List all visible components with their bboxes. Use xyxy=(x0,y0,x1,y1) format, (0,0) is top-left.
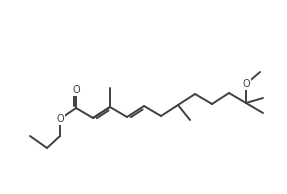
Text: O: O xyxy=(72,85,80,95)
Text: O: O xyxy=(56,114,64,124)
Text: O: O xyxy=(242,79,250,89)
